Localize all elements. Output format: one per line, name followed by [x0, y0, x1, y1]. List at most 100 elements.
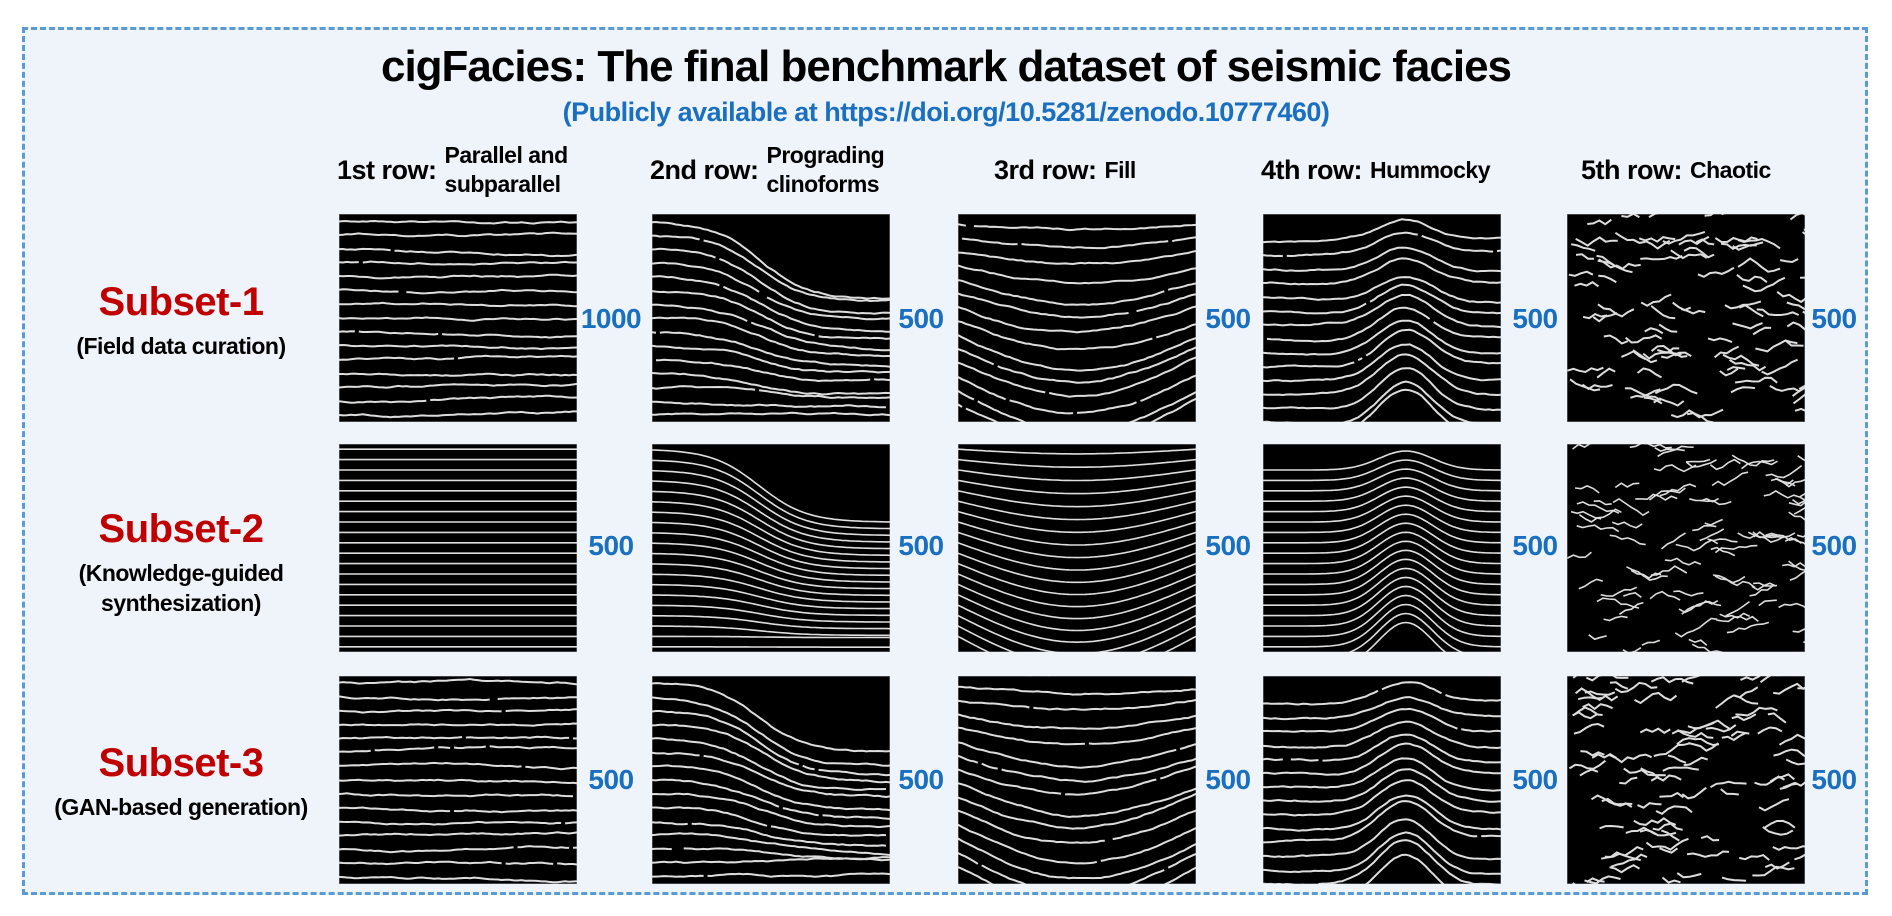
reflector	[652, 480, 890, 543]
reflector	[958, 823, 1196, 865]
reflector	[652, 511, 890, 563]
reflector	[1700, 497, 1719, 503]
column-name: Prograding clinoforms	[766, 142, 885, 197]
reflector	[1769, 385, 1801, 393]
sample-count: 500	[1811, 530, 1857, 561]
reflector	[958, 469, 1196, 482]
reflector	[652, 303, 890, 352]
reflector	[1792, 393, 1805, 405]
reflector	[1263, 603, 1501, 648]
reflector	[1686, 459, 1717, 468]
reflector	[958, 552, 1196, 584]
reflector	[339, 806, 577, 814]
reflector	[339, 394, 577, 404]
reflector	[1720, 241, 1764, 250]
reflector	[958, 334, 1196, 372]
reflector	[1579, 768, 1599, 777]
sample-count: 500	[1512, 764, 1558, 795]
reflector	[1784, 536, 1805, 546]
reflector	[1731, 454, 1775, 467]
reflector	[652, 872, 890, 878]
reflector	[1568, 759, 1607, 770]
reflector	[1747, 531, 1779, 539]
reflector	[958, 346, 1196, 384]
sample-count: 500	[898, 530, 944, 561]
reflector	[1788, 560, 1805, 572]
reflector	[652, 501, 890, 557]
reflector	[958, 500, 1196, 521]
reflector	[1598, 274, 1617, 284]
reflector	[339, 260, 577, 266]
reflector	[1609, 534, 1646, 546]
reflector	[1715, 686, 1759, 709]
column-name: Fill	[1104, 156, 1137, 183]
reflector	[1758, 798, 1790, 812]
reflector	[1614, 231, 1646, 244]
reflector	[958, 685, 1196, 696]
reflector	[1643, 396, 1663, 405]
reflector	[958, 320, 1196, 351]
reflector	[652, 573, 890, 603]
reflector	[1609, 864, 1640, 874]
reflector	[1685, 458, 1711, 463]
reflector	[1658, 323, 1678, 333]
reflector	[1798, 384, 1805, 390]
reflector	[1789, 214, 1805, 221]
sample-count: 500	[1205, 303, 1251, 334]
reflector	[1601, 797, 1633, 808]
column-label: 4th row:	[1261, 154, 1363, 185]
reflector	[958, 250, 1196, 266]
sample-count: 500	[1205, 530, 1251, 561]
reflector	[1263, 585, 1501, 627]
reflector	[1730, 730, 1750, 737]
reflector	[1687, 719, 1731, 730]
seismic-image	[652, 214, 890, 422]
seismic-image	[958, 444, 1196, 652]
reflector	[1676, 729, 1714, 739]
reflector	[1797, 455, 1805, 461]
reflector	[1700, 835, 1720, 842]
reflector	[1571, 243, 1596, 252]
reflector	[1734, 376, 1778, 384]
reflector	[958, 741, 1196, 769]
reflector	[958, 521, 1196, 546]
reflector	[339, 875, 577, 884]
reflector	[1719, 367, 1739, 377]
reflector	[1654, 447, 1685, 452]
reflector	[652, 764, 890, 812]
reflector	[1263, 522, 1501, 554]
reflector	[958, 754, 1196, 783]
reflector	[652, 821, 887, 847]
reflector	[1263, 707, 1501, 733]
reflector	[1263, 757, 1501, 792]
reflector	[1653, 742, 1691, 757]
reflector	[1714, 236, 1758, 244]
reflector	[1681, 676, 1701, 683]
reflector	[1792, 386, 1805, 397]
sample-count: 500	[1205, 764, 1251, 795]
reflector	[958, 713, 1196, 730]
reflector	[652, 459, 890, 530]
reflector	[1622, 647, 1642, 652]
reflector	[1636, 367, 1662, 379]
image-background	[958, 444, 1196, 652]
reflector	[1640, 767, 1660, 779]
reflector	[652, 521, 890, 570]
reflector	[1713, 345, 1740, 359]
reflector	[652, 385, 890, 400]
reflector	[1753, 582, 1778, 587]
reflector	[1263, 768, 1501, 803]
reflector	[1263, 839, 1501, 884]
reflector	[1634, 691, 1678, 705]
reflector	[1764, 861, 1790, 870]
reflector	[1654, 383, 1698, 395]
reflector	[652, 778, 890, 820]
reflector	[1724, 300, 1762, 310]
reflector	[1716, 615, 1759, 623]
reflector	[652, 220, 890, 300]
reflector	[1609, 681, 1629, 690]
reflector	[1784, 339, 1804, 347]
reflector	[1619, 776, 1638, 785]
reflector	[1782, 478, 1805, 488]
